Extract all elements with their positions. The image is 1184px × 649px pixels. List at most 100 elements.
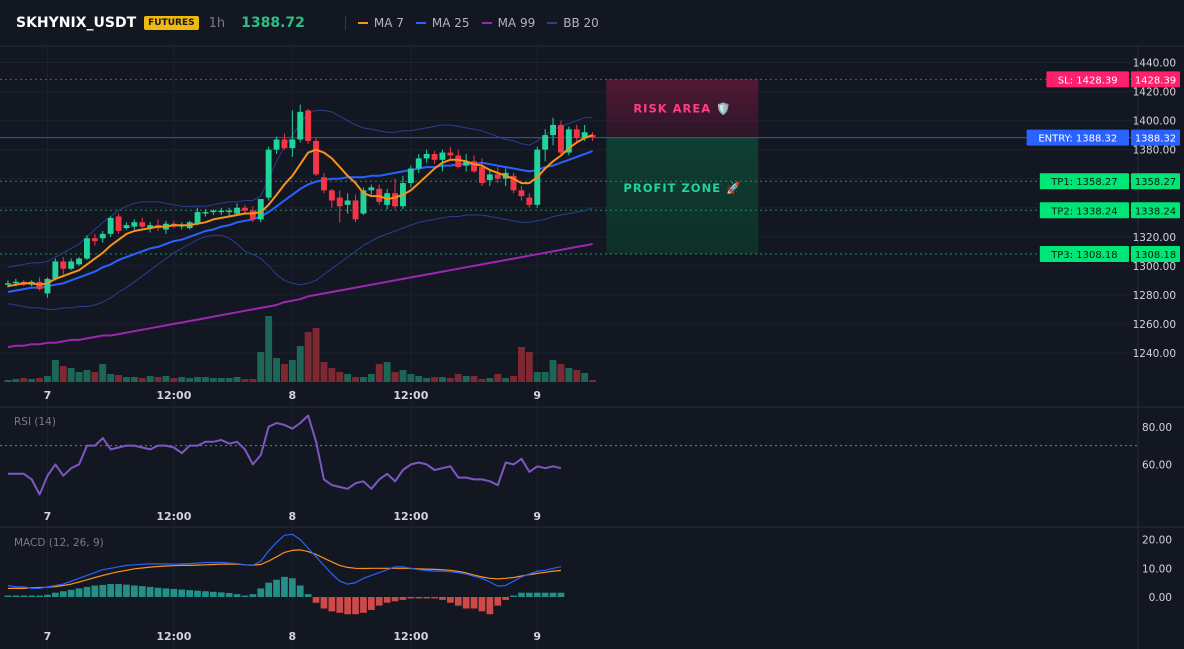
rsi-tick-label: 80.00 — [1142, 422, 1172, 434]
candle — [52, 258, 59, 281]
candle — [510, 172, 517, 194]
candle-body — [573, 129, 580, 139]
volume-bar — [415, 376, 423, 382]
macd-histogram-bar — [273, 579, 280, 597]
bb20-lower-line — [7, 207, 593, 310]
macd-histogram-bar — [344, 597, 351, 615]
macd-histogram-bar — [257, 588, 265, 597]
macd-histogram-bar — [59, 591, 67, 597]
macd-histogram-bar — [447, 597, 454, 603]
volume-bar — [12, 379, 20, 382]
legend-ma25[interactable]: MA 25 — [415, 16, 470, 30]
macd-histogram-bar — [28, 595, 35, 597]
symbol-title[interactable]: SKHYNIX_USDT — [16, 15, 137, 31]
volume-bar — [565, 368, 573, 382]
legend-ma99-label: MA 99 — [497, 16, 536, 30]
candle-body — [360, 190, 367, 214]
candle — [558, 120, 564, 155]
tp3-label-chip-bg — [1039, 245, 1129, 262]
price-axis: 1240.001260.001280.001300.001320.001340.… — [0, 58, 1176, 360]
volume-bar — [541, 372, 549, 382]
volume-bar — [241, 379, 249, 382]
macd-histogram-bar — [320, 597, 328, 609]
volume-bar — [281, 364, 288, 382]
volume-bar — [533, 372, 541, 382]
tp2-axis-tag-bg — [1131, 202, 1180, 219]
tp1-axis-tag: 1358.27 — [1131, 173, 1180, 190]
entry-label-chip-bg — [1026, 129, 1129, 146]
macd-histogram-bar — [328, 597, 336, 612]
macd-histogram-bar — [131, 585, 138, 597]
legend-ma7[interactable]: MA 7 — [357, 16, 404, 30]
ma99-line — [7, 243, 593, 349]
candle — [131, 219, 138, 230]
tp3-axis-tag-bg — [1131, 245, 1180, 262]
price-tick-label: 1440.00 — [1133, 58, 1176, 70]
candle — [407, 165, 414, 188]
tp2-axis-tag-text: 1338.24 — [1135, 206, 1176, 217]
candle-body — [147, 225, 154, 229]
candle — [439, 149, 446, 172]
candle — [486, 169, 493, 186]
volume-bar — [209, 378, 217, 382]
trade-zones: RISK AREA 🛡️ PROFIT ZONE 🚀 — [606, 79, 759, 254]
macd-histogram-bar — [549, 592, 557, 597]
legend-bb20-label: BB 20 — [563, 16, 599, 30]
time-axis-main: 7 12:00 8 12:00 9 — [44, 389, 541, 402]
time-tick-label: 7 — [44, 510, 52, 523]
volume-bar — [360, 377, 367, 382]
volume-bar — [391, 372, 399, 382]
tp1-label-chip-bg — [1039, 173, 1129, 190]
candle — [115, 213, 122, 234]
header-divider — [344, 16, 346, 30]
candle-body — [242, 207, 248, 211]
candle-body — [218, 210, 225, 213]
macd-histogram-bar — [67, 589, 75, 597]
volume-bar — [494, 374, 502, 382]
volume-bar — [36, 378, 43, 382]
timeframe-label[interactable]: 1h — [208, 15, 226, 31]
candle-body — [60, 261, 67, 269]
candle-body — [518, 190, 525, 197]
volume-bar — [375, 364, 383, 382]
volume-bar — [233, 377, 241, 382]
time-axis-macd: 7 12:00 8 12:00 9 — [44, 630, 541, 643]
tp3-label-chip-text: TP3: 1308.18 — [1050, 250, 1117, 261]
candle-body — [565, 129, 572, 153]
legend-bb20[interactable]: BB 20 — [547, 16, 599, 30]
time-tick-label: 9 — [533, 510, 541, 523]
candle-body — [273, 139, 280, 150]
time-tick-label: 12:00 — [156, 510, 191, 523]
volume-bar — [589, 380, 596, 382]
volume-bar — [288, 360, 296, 382]
macd-histogram-bar — [415, 597, 423, 599]
volume-bar — [265, 316, 273, 382]
volume-bar — [446, 378, 454, 382]
volume-bar — [28, 379, 36, 382]
macd-histogram-bar — [241, 595, 249, 597]
candle — [550, 117, 556, 146]
candle-body — [52, 261, 59, 279]
tp3-label-chip: TP3: 1308.18 — [1039, 245, 1129, 262]
candle — [305, 108, 312, 144]
price-tick-label: 1260.00 — [1133, 319, 1176, 331]
time-tick-label: 12:00 — [393, 510, 428, 523]
macd-histogram-bar — [265, 582, 272, 597]
candle — [336, 190, 343, 223]
volume-bar — [352, 377, 359, 382]
candle — [518, 185, 525, 201]
volume-bar — [146, 376, 154, 382]
candle-body — [368, 187, 375, 191]
macd-histogram-bar — [533, 592, 541, 597]
candle — [431, 151, 438, 165]
legend-ma99[interactable]: MA 99 — [481, 16, 536, 30]
candle-body — [447, 152, 454, 156]
candle-body — [479, 167, 485, 184]
candle — [297, 104, 304, 143]
time-tick-label: 7 — [44, 630, 52, 643]
entry-label-chip: ENTRY: 1388.32 — [1026, 129, 1129, 146]
macd-histogram-bar — [123, 584, 130, 597]
sl-axis-tag-bg — [1131, 71, 1180, 88]
